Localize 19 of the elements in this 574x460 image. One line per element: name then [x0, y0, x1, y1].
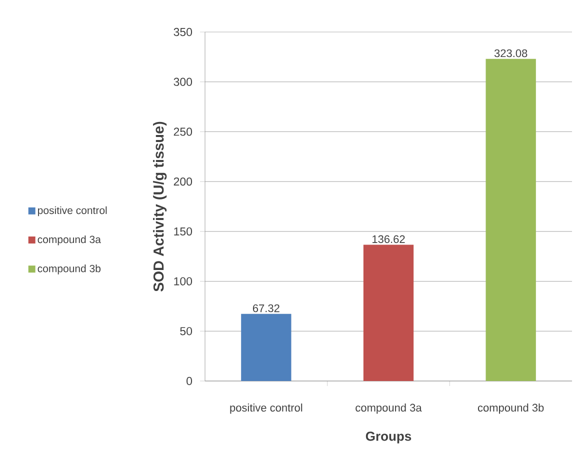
x-tick-label: positive control	[230, 404, 302, 414]
y-tick-label: 200	[174, 178, 192, 186]
data-label: 67.32	[252, 304, 280, 312]
y-tick-label: 300	[174, 78, 192, 86]
data-label: 136.62	[372, 235, 405, 244]
y-tick-label: 350	[174, 28, 192, 36]
y-tick-label: 100	[174, 277, 192, 286]
y-tick-label: 50	[180, 327, 192, 336]
y-tick-label: 250	[174, 128, 192, 136]
legend-label: compound 3b	[38, 264, 101, 274]
x-tick-label: compound 3b	[478, 404, 544, 414]
data-label: 323.08	[494, 49, 528, 58]
y-axis-title: SOD Activity (U/g tissue)	[153, 122, 167, 292]
x-axis-title: Groups	[366, 432, 412, 444]
y-tick-label: 0	[186, 376, 192, 386]
legend-label: compound 3a	[38, 235, 101, 246]
y-tick-label: 150	[174, 227, 192, 236]
legend-label: positive control	[38, 206, 107, 216]
x-tick-label: compound 3a	[356, 404, 422, 414]
